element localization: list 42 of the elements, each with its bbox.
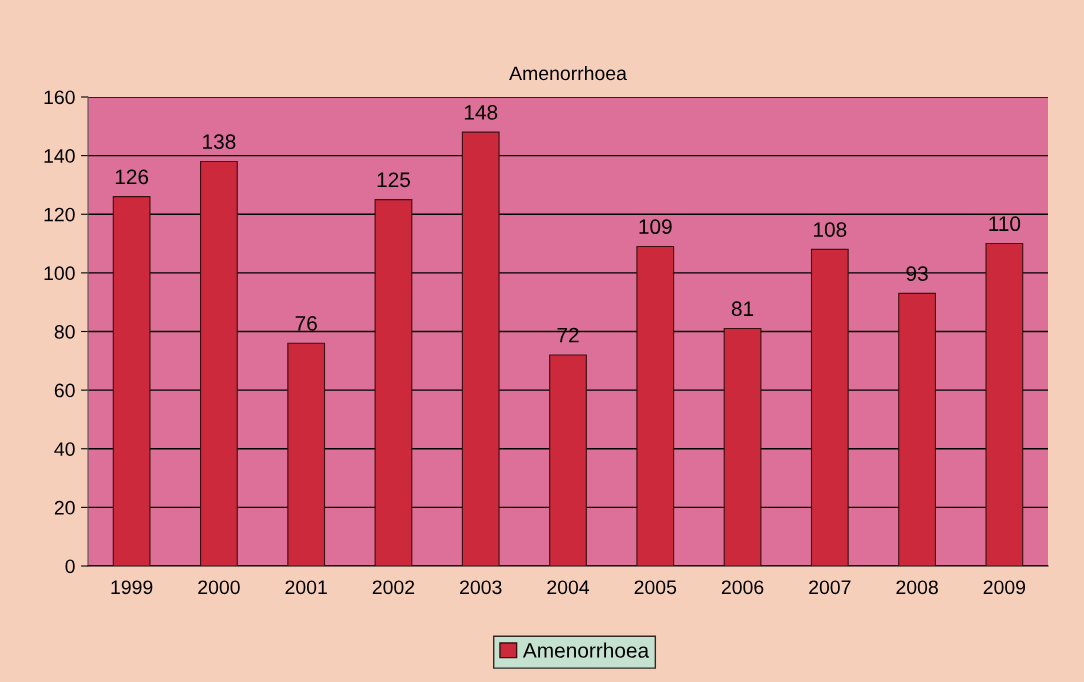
- chart-title: Amenorrhoea: [509, 65, 627, 81]
- legend-label: Amenorrhoea: [522, 642, 650, 658]
- bar: [461, 131, 500, 566]
- x-tick-label: 2005: [634, 580, 677, 595]
- bar: [723, 328, 762, 566]
- x-tick-label: 2007: [809, 580, 851, 595]
- y-tick-label: 20: [54, 500, 75, 515]
- data-label: 138: [203, 134, 236, 150]
- data-label: 125: [377, 172, 410, 188]
- y-tick-label: 160: [44, 90, 75, 105]
- y-tick-label: 120: [44, 207, 75, 222]
- x-tick-label: 2004: [547, 580, 590, 595]
- bar: [200, 160, 238, 566]
- data-label: 76: [295, 316, 317, 331]
- bar: [112, 196, 151, 566]
- bar: [810, 248, 849, 566]
- x-tick-label: 2006: [721, 580, 764, 595]
- data-label: 81: [731, 301, 754, 317]
- data-label: 126: [115, 169, 149, 185]
- data-label: 108: [814, 222, 847, 237]
- bar: [374, 199, 413, 566]
- bar: [287, 342, 326, 566]
- x-tick-label: 2008: [896, 580, 938, 595]
- x-tick-label: 2002: [372, 580, 415, 595]
- y-tick-label: 100: [44, 266, 75, 281]
- bar: [985, 243, 1024, 566]
- bar: [636, 245, 675, 566]
- data-label: 109: [639, 219, 672, 235]
- y-tick-label: 0: [65, 559, 75, 574]
- y-tick-label: 40: [54, 442, 75, 456]
- bar: [898, 292, 936, 566]
- x-tick-label: 2009: [983, 580, 1026, 595]
- data-label: 148: [464, 104, 498, 120]
- y-tick-label: 140: [44, 149, 75, 163]
- y-tick-label: 80: [54, 324, 75, 339]
- x-tick-label: 2000: [198, 580, 240, 595]
- x-tick-label: 2003: [460, 580, 502, 595]
- y-tick-label: 60: [54, 383, 75, 398]
- data-label: 110: [989, 216, 1021, 232]
- x-tick-label: 1999: [111, 580, 153, 595]
- x-tick-label: 2001: [285, 580, 327, 595]
- bar: [549, 354, 587, 566]
